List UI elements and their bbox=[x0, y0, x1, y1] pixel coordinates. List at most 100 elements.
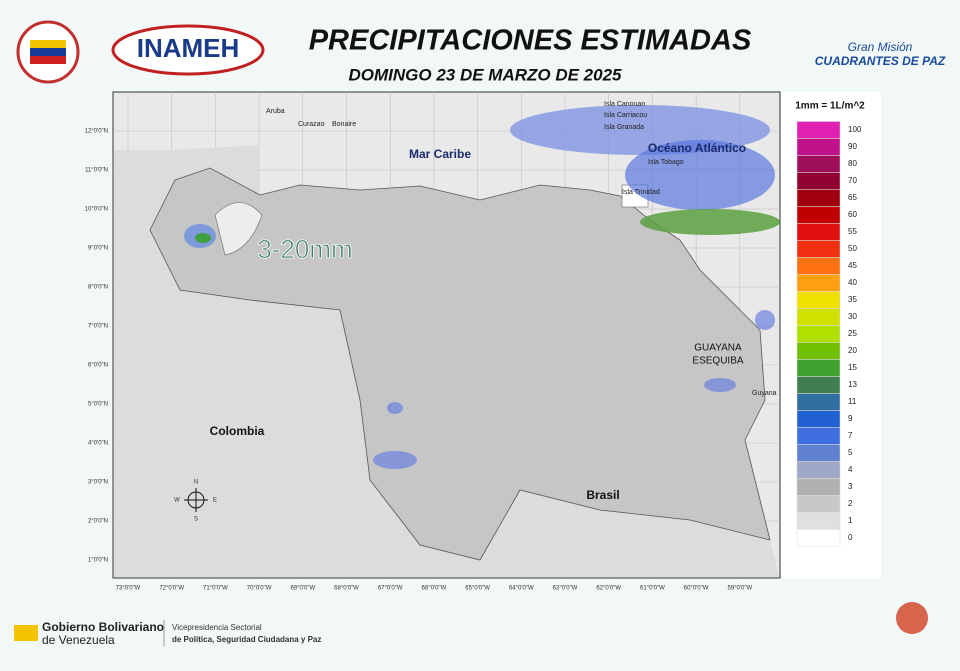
legend-label: 13 bbox=[848, 380, 857, 389]
legend-swatch bbox=[796, 257, 841, 275]
lon-tick-label: 70°0'0"W bbox=[247, 586, 272, 592]
legend-swatch bbox=[796, 512, 841, 530]
lat-tick-label: 11°0'0"N bbox=[85, 168, 108, 174]
legend-label: 7 bbox=[848, 431, 853, 440]
lon-tick-label: 61°0'0"W bbox=[640, 586, 665, 592]
flag-stripe bbox=[30, 48, 66, 56]
lon-tick-label: 73°0'0"W bbox=[116, 586, 141, 592]
compass-label: N bbox=[194, 480, 198, 486]
legend-title: 1mm = 1L/m^2 bbox=[795, 101, 865, 112]
flag-stripe bbox=[30, 40, 66, 48]
lat-tick-label: 3°0'0"N bbox=[88, 480, 108, 486]
place-label: Isla Canouan bbox=[604, 101, 645, 108]
flag-stripe bbox=[30, 56, 66, 64]
legend-label: 45 bbox=[848, 261, 857, 270]
legend-label: 3 bbox=[848, 482, 853, 491]
lat-tick-label: 4°0'0"N bbox=[88, 441, 108, 447]
precip-area bbox=[195, 233, 211, 243]
sea-label: Mar Caribe bbox=[409, 147, 471, 161]
lat-tick-label: 10°0'0"N bbox=[85, 207, 108, 213]
precip-area bbox=[625, 140, 775, 210]
place-label: Bonaire bbox=[332, 121, 356, 128]
lat-tick-label: 5°0'0"N bbox=[88, 402, 108, 408]
lat-tick-label: 8°0'0"N bbox=[88, 285, 108, 291]
logo-right-bottom: CUADRANTES DE PAZ bbox=[815, 54, 946, 68]
legend-label: 5 bbox=[848, 448, 853, 457]
place-label: Isla Trinidad bbox=[622, 189, 660, 196]
venezuela-land bbox=[149, 167, 771, 561]
legend-swatch bbox=[796, 495, 841, 513]
compass-label: E bbox=[213, 498, 217, 504]
legend-label: 20 bbox=[848, 346, 857, 355]
legend-label: 11 bbox=[848, 397, 857, 406]
footer-flag bbox=[14, 625, 38, 641]
legend-label: 40 bbox=[848, 278, 857, 287]
logo-right-top: Gran Misión bbox=[848, 40, 913, 54]
legend-swatch bbox=[796, 308, 841, 326]
place-label: Guyana bbox=[752, 390, 777, 397]
legend-label: 30 bbox=[848, 312, 857, 321]
legend-swatch bbox=[796, 121, 841, 139]
sea-label: Océano Atlántico bbox=[648, 141, 746, 155]
lon-tick-label: 64°0'0"W bbox=[509, 586, 534, 592]
legend-label: 90 bbox=[848, 142, 857, 151]
legend-swatch bbox=[796, 444, 841, 462]
lat-tick-label: 6°0'0"N bbox=[88, 363, 108, 369]
legend-label: 65 bbox=[848, 193, 857, 202]
legend-label: 0 bbox=[848, 533, 853, 542]
legend: 1009080706560555045403530252015131197543… bbox=[796, 121, 862, 547]
lon-tick-label: 63°0'0"W bbox=[553, 586, 578, 592]
precip-area bbox=[373, 451, 417, 469]
place-label: Isla Granada bbox=[604, 124, 644, 131]
subtitle: DOMINGO 23 DE MARZO DE 2025 bbox=[348, 65, 622, 84]
legend-label: 35 bbox=[848, 295, 857, 304]
legend-swatch bbox=[796, 427, 841, 445]
legend-swatch bbox=[796, 155, 841, 173]
place-label: Isla Carriacou bbox=[604, 112, 647, 119]
legend-swatch bbox=[796, 410, 841, 428]
lon-tick-label: 71°0'0"W bbox=[203, 586, 228, 592]
legend-label: 70 bbox=[848, 176, 857, 185]
lon-tick-label: 66°0'0"W bbox=[422, 586, 447, 592]
colombia-land bbox=[114, 145, 480, 577]
precip-area bbox=[755, 310, 775, 330]
region-label: GUAYANA bbox=[694, 343, 742, 354]
lon-tick-label: 72°0'0"W bbox=[159, 586, 184, 592]
lat-tick-label: 9°0'0"N bbox=[88, 246, 108, 252]
footer-gov: Gobierno Bolivariano bbox=[42, 620, 164, 634]
legend-label: 2 bbox=[848, 499, 853, 508]
lon-tick-label: 69°0'0"W bbox=[290, 586, 315, 592]
lon-tick-label: 59°0'0"W bbox=[727, 586, 752, 592]
legend-swatch bbox=[796, 376, 841, 394]
lat-tick-label: 1°0'0"N bbox=[88, 558, 108, 564]
lon-tick-label: 60°0'0"W bbox=[684, 586, 709, 592]
legend-label: 1 bbox=[848, 516, 853, 525]
lat-tick-label: 2°0'0"N bbox=[88, 519, 108, 525]
lon-tick-label: 62°0'0"W bbox=[596, 586, 621, 592]
place-label: Aruba bbox=[266, 108, 285, 115]
legend-swatch bbox=[796, 206, 841, 224]
annotation: 3-20mm bbox=[257, 234, 352, 264]
legend-swatch bbox=[796, 325, 841, 343]
legend-swatch bbox=[796, 189, 841, 207]
lat-tick-label: 12°0'0"N bbox=[85, 129, 108, 135]
inameh-logo-text: INAMEH bbox=[137, 33, 240, 63]
legend-swatch bbox=[796, 393, 841, 411]
region-label: ESEQUIBA bbox=[692, 356, 743, 367]
legend-label: 25 bbox=[848, 329, 857, 338]
country-label: Colombia bbox=[210, 424, 265, 438]
legend-swatch bbox=[796, 342, 841, 360]
inameh-logo bbox=[111, 24, 265, 76]
legend-swatch bbox=[796, 478, 841, 496]
anniversary-logo bbox=[896, 602, 928, 634]
compass-label: S bbox=[194, 517, 198, 523]
legend-label: 4 bbox=[848, 465, 853, 474]
compass-label: W bbox=[174, 498, 180, 504]
lon-tick-label: 67°0'0"W bbox=[378, 586, 403, 592]
country-label: Brasil bbox=[586, 488, 619, 502]
legend-label: 50 bbox=[848, 244, 857, 253]
brasil-land bbox=[420, 490, 779, 577]
legend-swatch bbox=[796, 461, 841, 479]
title: PRECIPITACIONES ESTIMADAS bbox=[309, 25, 752, 57]
